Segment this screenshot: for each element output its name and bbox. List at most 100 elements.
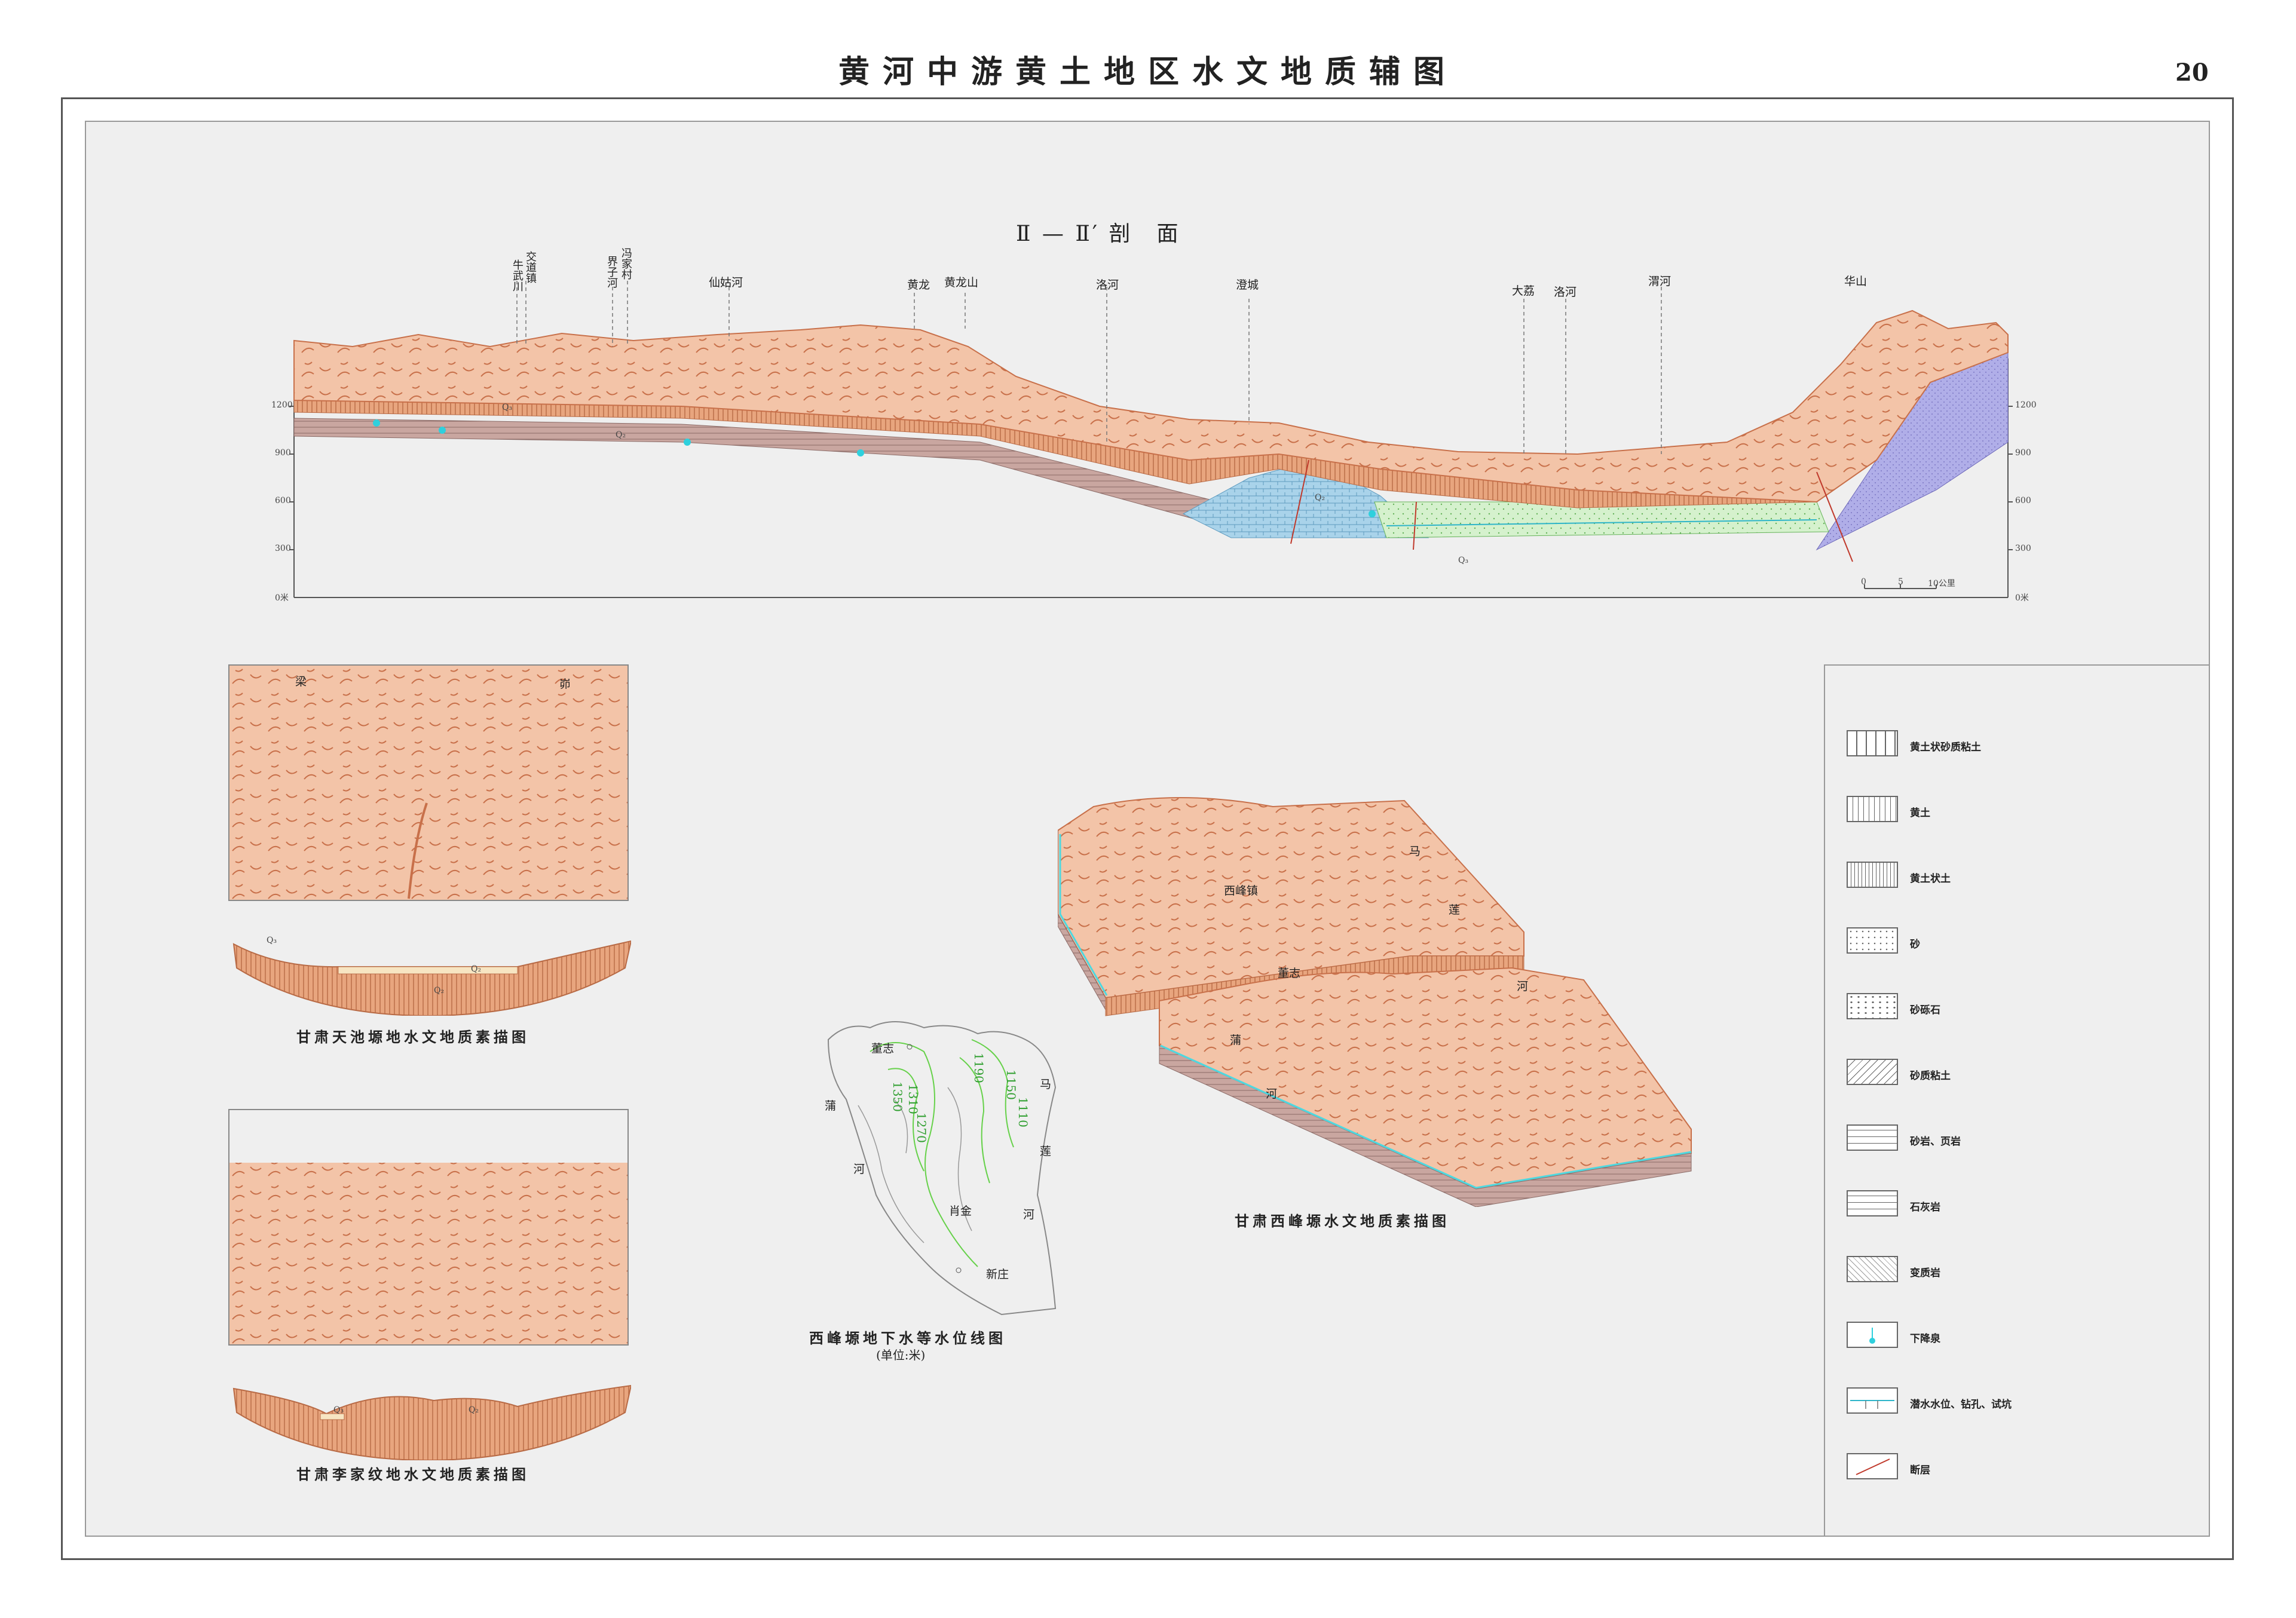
scale-5: 5	[1898, 577, 1903, 587]
contour-place-xiaojin: 肖金	[949, 1205, 972, 1218]
sketch2-stratum-label: Q₃	[333, 1405, 344, 1415]
contour-label: 1150	[1004, 1070, 1018, 1100]
scale-0: 0	[1861, 577, 1866, 587]
sandy-clay-icon	[1847, 1059, 1898, 1085]
legend-item	[1847, 1124, 1898, 1151]
contour-place-ma: 马	[1040, 1078, 1052, 1091]
cross-section	[289, 281, 2013, 598]
legend-item	[1847, 1256, 1898, 1282]
place-dali: 大荔	[1512, 284, 1535, 298]
legend-label: 黄土状砂质粘土	[1910, 741, 1981, 753]
contour-place-he: 河	[853, 1163, 865, 1176]
sketch2-profile	[232, 1384, 631, 1460]
sketch1-stratum-label: Q₂	[471, 964, 482, 974]
legend-item	[1847, 1190, 1898, 1216]
axis-right-300: 300	[2015, 544, 2031, 553]
legend-label: 砂质粘土	[1910, 1070, 1951, 1082]
legend-item	[1847, 796, 1898, 822]
contour-label: 1110	[1016, 1097, 1030, 1127]
sketch2-caption: 甘肃李家纹地水文地质素描图	[296, 1466, 529, 1483]
axis-right-600: 600	[2015, 496, 2031, 505]
spring-icon	[1847, 1322, 1898, 1348]
contour-place-pu: 蒲	[825, 1099, 837, 1113]
sketch1-label-mao: 峁	[559, 678, 571, 691]
place-weihe: 渭河	[1648, 275, 1672, 288]
block-diagram	[1058, 797, 1692, 1207]
place-luohe-1: 洛河	[1096, 278, 1119, 292]
legend-label: 下降泉	[1910, 1333, 1940, 1345]
contour-place-lian: 莲	[1040, 1145, 1052, 1158]
loess-icon	[1847, 796, 1898, 822]
legend-label: 变质岩	[1910, 1267, 1940, 1279]
block-place-pu: 蒲	[1230, 1034, 1242, 1047]
legend-label: 黄土	[1910, 807, 1930, 819]
legend-label: 潜水水位、钻孔、试坑	[1910, 1399, 2012, 1411]
axis-left-0: 0米	[275, 593, 289, 603]
legend-label: 黄土状土	[1910, 873, 1951, 885]
axis-left-1200: 1200	[271, 400, 293, 410]
place-huanglongshan: 黄龙山	[944, 276, 979, 289]
place-chengcheng: 澄城	[1236, 278, 1259, 292]
block-place-he1: 河	[1517, 980, 1529, 993]
outer-frame	[61, 97, 2234, 1560]
contour-map-unit: (单位:米)	[876, 1348, 926, 1362]
section-stratum-label: Q₂	[1315, 493, 1325, 502]
legend-label: 石灰岩	[1910, 1202, 1940, 1214]
sketch1-profile	[232, 940, 631, 1016]
place-luohe-2: 洛河	[1554, 286, 1577, 299]
place-huanglong: 黄龙	[907, 278, 930, 292]
legend-label: 砂砾石	[1910, 1004, 1940, 1016]
legend-label: 断层	[1910, 1464, 1930, 1476]
legend-item	[1847, 862, 1898, 888]
sand-icon	[1847, 927, 1898, 954]
axis-right-1200: 1200	[2015, 400, 2037, 410]
place-jiaodaozhen: 交道镇	[524, 251, 537, 283]
contour-label: 1310	[906, 1084, 920, 1114]
page-number: 20	[2175, 59, 2209, 87]
block-place-ma: 马	[1409, 845, 1421, 858]
legend-item	[1847, 927, 1898, 954]
place-xianguhe: 仙姑河	[709, 276, 743, 289]
sandstone-shale-icon	[1847, 1124, 1898, 1151]
legend-item	[1847, 1453, 1898, 1479]
sketch1-caption: 甘肃天池塬地水文地质素描图	[296, 1028, 529, 1046]
contour-place-he2: 河	[1023, 1208, 1035, 1221]
legend-item	[1847, 1059, 1898, 1085]
axis-right-0: 0米	[2015, 593, 2029, 603]
sandy-clay-loess-icon	[1847, 730, 1898, 756]
block-place-he2: 河	[1266, 1087, 1278, 1101]
scale-10km: 10公里	[1928, 579, 1955, 589]
place-huashan: 华山	[1844, 275, 1868, 288]
contour-place-xinzhuang: 新庄	[986, 1268, 1009, 1281]
axis-left-600: 600	[275, 496, 291, 505]
block-place-dongzhi: 董志	[1278, 967, 1301, 980]
legend-item	[1847, 730, 1898, 756]
place-jiezihe: 界子河	[605, 256, 618, 288]
contour-label: 1190	[972, 1053, 986, 1083]
sketch1-stratum-label: Q₂	[434, 986, 445, 995]
place-niuwuchuan: 牛武川	[511, 259, 524, 292]
legend-panel	[1824, 664, 2210, 1537]
limestone-icon	[1847, 1190, 1898, 1216]
section-stratum-label: Q₃	[1458, 556, 1469, 565]
legend-label: 砂	[1910, 939, 1920, 951]
contour-label: 1270	[914, 1113, 929, 1143]
sketch1-stratum-label: Q₃	[267, 936, 277, 945]
section-title: Ⅱ — Ⅱ′ 剖 面	[1016, 222, 1181, 246]
sketch1-label-liang: 梁	[295, 675, 307, 688]
gravel-icon	[1847, 993, 1898, 1019]
contour-map	[827, 1021, 1057, 1316]
legend-item	[1847, 993, 1898, 1019]
contour-place-dongzhi: 董志	[871, 1042, 895, 1055]
block-place-lian: 莲	[1449, 903, 1461, 917]
axis-left-900: 900	[275, 448, 291, 458]
section-stratum-label: Q₃	[502, 403, 513, 412]
map-title: 黄河中游黄土地区水文地质辅图	[838, 54, 1458, 90]
legend-item	[1847, 1387, 1898, 1414]
water-level-icon	[1847, 1387, 1898, 1414]
sketch2-stratum-label: Q₂	[469, 1405, 479, 1415]
fault-icon	[1847, 1453, 1898, 1479]
axis-left-300: 300	[275, 544, 291, 553]
metamorphic-icon	[1847, 1256, 1898, 1282]
place-fengjiacun: 冯家村	[620, 247, 632, 280]
